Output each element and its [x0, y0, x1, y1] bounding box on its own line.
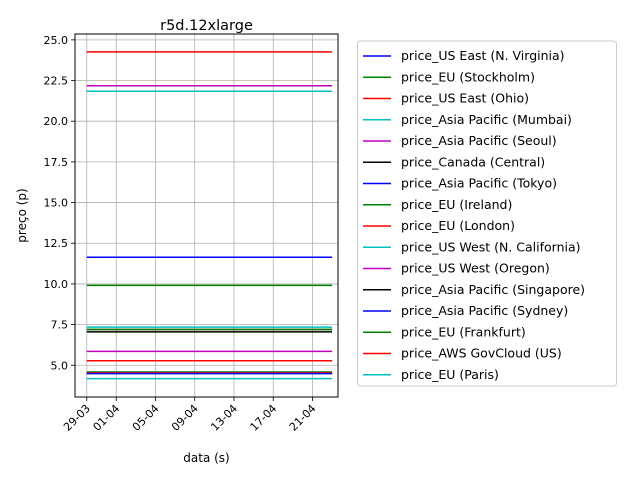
- plot-area-frame: [74, 33, 339, 398]
- y-tick-label: 5.0: [51, 359, 69, 372]
- legend: price_US East (N. Virginia) price_EU (Sto…: [363, 48, 585, 382]
- legend-label: price_EU (Paris): [401, 367, 499, 382]
- legend-label: price_US West (Oregon): [401, 261, 550, 276]
- y-axis-label: preço (p): [15, 188, 29, 242]
- y-tick-label: 10.0: [44, 278, 69, 291]
- y-tick-label: 25.0: [44, 34, 69, 47]
- series-layer: [86, 51, 333, 380]
- legend-box: [357, 40, 617, 387]
- chart-title: r5d.12xlarge: [160, 18, 253, 34]
- x-axis-label: data (s): [183, 451, 229, 465]
- legend-label: price_Canada (Central): [401, 154, 545, 169]
- y-tick-label: 20.0: [44, 115, 69, 128]
- y-tick-label: 12.5: [44, 237, 69, 250]
- y-tick-label: 22.5: [44, 75, 69, 88]
- legend-label: price_Asia Pacific (Singapore): [401, 282, 585, 297]
- y-tick-label: 17.5: [44, 156, 69, 169]
- y-axis: 5.0 7.5 10.0 12.5 15.0 17.5 20.0 22.5 25.0: [44, 34, 75, 372]
- legend-label: price_EU (Frankfurt): [401, 324, 526, 339]
- y-tick-label: 15.0: [44, 197, 69, 210]
- y-tick-label: 7.5: [51, 319, 69, 332]
- legend-label: price_Asia Pacific (Seoul): [401, 133, 557, 148]
- legend-label: price_US East (N. Virginia): [401, 48, 565, 63]
- legend-label: price_EU (Ireland): [401, 197, 512, 212]
- legend-label: price_US East (Ohio): [401, 91, 529, 106]
- legend-label: price_Asia Pacific (Mumbai): [401, 112, 572, 127]
- legend-label: price_EU (Stockholm): [401, 69, 535, 84]
- grid-layer: [75, 34, 338, 397]
- legend-label: price_EU (London): [401, 218, 515, 233]
- legend-label: price_US West (N. California): [401, 239, 581, 254]
- legend-label: price_Asia Pacific (Sydney): [401, 303, 568, 318]
- legend-label: price_AWS GovCloud (US): [401, 346, 562, 361]
- legend-label: price_Asia Pacific (Tokyo): [401, 176, 557, 191]
